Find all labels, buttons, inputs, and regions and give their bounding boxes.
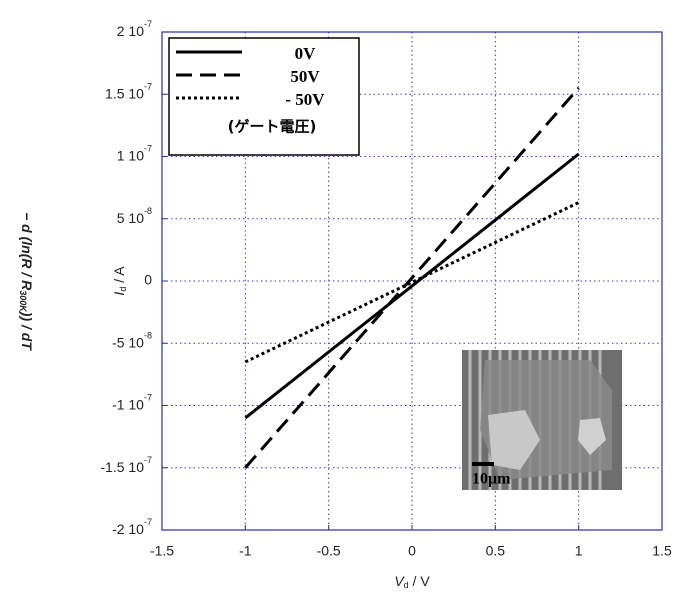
- y-tick-exp: -7: [144, 144, 152, 154]
- x-tick-label: -0.5: [317, 543, 341, 559]
- legend-label: - 50V: [285, 90, 325, 109]
- y-tick-base: -2 10: [112, 521, 144, 537]
- side-label: − d (ln(R / R300K)) / dT: [18, 212, 36, 351]
- y-tick-exp: -7: [144, 455, 152, 465]
- side-label-part: 300K: [18, 290, 28, 313]
- legend-note: (ゲート電圧): [228, 118, 317, 136]
- x-axis-label-part: / V: [409, 573, 431, 589]
- y-tick-label: 0: [144, 272, 152, 288]
- side-label-part: )) / dT: [19, 310, 35, 352]
- y-tick-exp: -8: [144, 206, 152, 216]
- x-tick-label: 0.5: [486, 543, 506, 559]
- y-tick-label: -2 10-7: [112, 517, 152, 536]
- y-tick-exp: -8: [144, 331, 152, 341]
- y-axis-label-part: / A: [111, 266, 127, 287]
- y-tick-base: -5 10: [112, 334, 144, 350]
- y-tick-label: 5 10-8: [117, 206, 152, 225]
- y-axis-label-part: d: [118, 287, 128, 292]
- y-tick-base: -1 10: [112, 396, 144, 412]
- x-tick-label: -1: [239, 543, 252, 559]
- side-label-part: − d (ln(R / R: [19, 212, 35, 291]
- x-tick-label: 1.5: [652, 543, 672, 559]
- y-tick-label: -1.5 10-7: [100, 455, 152, 474]
- y-tick-label: 1 10-7: [117, 144, 152, 163]
- y-tick-base: 2 10: [117, 23, 144, 39]
- y-tick-exp: -7: [144, 393, 152, 403]
- x-axis-label: Vd / V: [394, 573, 430, 591]
- series-line: [244, 201, 580, 364]
- x-tick-label: 1: [575, 543, 583, 559]
- y-tick-exp: -7: [144, 517, 152, 527]
- y-tick-label: -1 10-7: [112, 393, 152, 412]
- y-axis-label-part: I: [111, 292, 127, 296]
- legend-label: 50V: [290, 67, 320, 86]
- y-tick-label: 2 10-7: [117, 19, 152, 38]
- series-line: [244, 152, 580, 420]
- y-tick-exp: -7: [144, 19, 152, 29]
- x-axis-label-part: d: [404, 580, 409, 590]
- legend-label: 0V: [295, 44, 317, 63]
- legend: 0V 50V - 50V (ゲート電圧): [168, 37, 360, 156]
- y-tick-base: 1.5 10: [105, 85, 144, 101]
- y-tick-label: 1.5 10-7: [105, 82, 152, 101]
- legend-box: [168, 37, 360, 156]
- y-axis-label: Id / A: [111, 266, 129, 296]
- y-tick-exp: -7: [144, 82, 152, 92]
- x-axis-label-part: V: [394, 573, 405, 589]
- scale-label: 10μm: [472, 471, 511, 488]
- inset-image: 10μm: [462, 350, 622, 490]
- series-line: [244, 87, 580, 469]
- y-tick-base: 1 10: [117, 147, 144, 163]
- x-tick-label: -1.5: [150, 543, 174, 559]
- y-tick-base: -1.5 10: [100, 458, 144, 474]
- y-tick-label: -5 10-8: [112, 331, 152, 350]
- y-tick-base: 5 10: [117, 209, 144, 225]
- x-tick-label: 0: [408, 543, 416, 559]
